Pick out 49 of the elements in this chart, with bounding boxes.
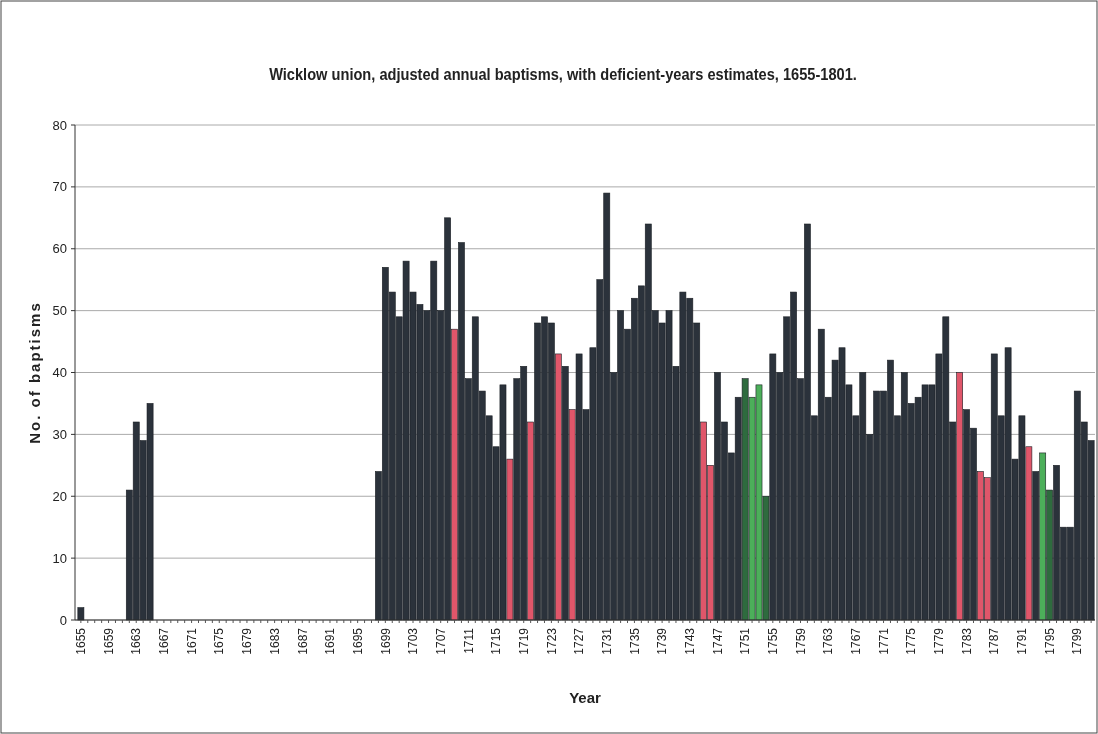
x-tick-label: 1699 bbox=[378, 627, 393, 655]
x-tick-label: 1667 bbox=[157, 627, 172, 655]
x-tick-label: 1691 bbox=[323, 627, 338, 655]
x-tick-label: 1747 bbox=[710, 627, 725, 655]
y-tick-label: 10 bbox=[52, 550, 67, 566]
x-tick-label: 1787 bbox=[987, 627, 1002, 655]
x-tick-label: 1695 bbox=[350, 627, 365, 655]
x-tick-label: 1671 bbox=[184, 627, 199, 655]
x-tick-label: 1755 bbox=[766, 627, 781, 655]
x-tick-label: 1711 bbox=[461, 627, 476, 654]
y-tick-label: 80 bbox=[52, 117, 67, 133]
x-tick-label: 1683 bbox=[267, 627, 282, 655]
x-tick-label: 1735 bbox=[627, 627, 642, 655]
y-tick-label: 70 bbox=[52, 179, 67, 195]
x-tick-label: 1767 bbox=[849, 627, 864, 655]
x-axis-title: Year bbox=[569, 689, 602, 706]
x-tick-label: 1743 bbox=[682, 627, 697, 655]
x-tick-label: 1739 bbox=[655, 627, 670, 655]
x-tick-label: 1719 bbox=[516, 627, 531, 655]
y-tick-label: 0 bbox=[59, 612, 67, 628]
x-tick-label: 1799 bbox=[1070, 627, 1085, 655]
x-tick-label: 1783 bbox=[959, 627, 974, 655]
x-tick-label: 1775 bbox=[904, 627, 919, 655]
y-axis-title: No. of baptisms bbox=[26, 301, 43, 444]
x-tick-label: 1707 bbox=[433, 627, 448, 655]
y-tick-label: 60 bbox=[52, 241, 67, 257]
y-tick-label: 20 bbox=[52, 488, 67, 504]
x-tick-label: 1703 bbox=[406, 627, 421, 655]
x-tick-label: 1791 bbox=[1015, 627, 1030, 655]
y-tick-label: 30 bbox=[52, 426, 67, 442]
x-tick-label: 1763 bbox=[821, 627, 836, 655]
x-tick-label: 1727 bbox=[572, 627, 587, 655]
x-tick-label: 1679 bbox=[240, 627, 255, 655]
y-tick-label: 50 bbox=[52, 303, 67, 319]
y-tick-label: 40 bbox=[52, 365, 67, 381]
x-tick-label: 1663 bbox=[129, 627, 144, 655]
x-tick-label: 1779 bbox=[932, 627, 947, 655]
x-tick-label: 1771 bbox=[876, 627, 891, 655]
x-tick-label: 1731 bbox=[599, 627, 614, 655]
x-tick-label: 1687 bbox=[295, 627, 310, 655]
x-tick-label: 1795 bbox=[1042, 627, 1057, 655]
x-tick-label: 1675 bbox=[212, 627, 227, 655]
x-tick-label: 1723 bbox=[544, 627, 559, 655]
x-tick-label: 1715 bbox=[489, 627, 504, 655]
chart-title: Wicklow union, adjusted annual baptisms, with deficient-years estimates, 1655-1801. bbox=[269, 64, 857, 84]
x-tick-label: 1659 bbox=[101, 627, 116, 655]
x-tick-label: 1655 bbox=[74, 627, 89, 655]
x-tick-label: 1759 bbox=[793, 627, 808, 655]
x-tick-label: 1751 bbox=[738, 627, 753, 655]
